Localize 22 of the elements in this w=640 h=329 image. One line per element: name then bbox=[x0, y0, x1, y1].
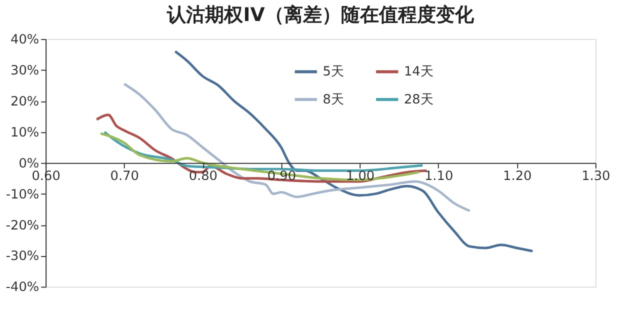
legend-label: 14天 bbox=[404, 64, 434, 80]
x-tick-label: 0.80 bbox=[188, 169, 218, 184]
x-tick-label: 1.10 bbox=[424, 169, 454, 184]
chart-title: 认沽期权IV（离差）随在值程度变化 bbox=[166, 4, 475, 26]
y-tick-label: -20% bbox=[6, 218, 40, 234]
y-tick-label: 0% bbox=[18, 156, 40, 172]
line-series bbox=[103, 130, 424, 172]
x-tick-label: 0.70 bbox=[110, 169, 139, 184]
legend-label: 8天 bbox=[322, 92, 344, 108]
x-tick-label: 1.30 bbox=[582, 169, 610, 184]
x-tick-label: 1.20 bbox=[503, 169, 532, 184]
y-tick-label: -30% bbox=[6, 249, 40, 264]
line-series bbox=[174, 50, 534, 252]
y-tick-label: 20% bbox=[10, 94, 40, 110]
legend-label: 28天 bbox=[404, 92, 434, 108]
y-tick-label: 30% bbox=[10, 63, 40, 78]
line-series bbox=[99, 132, 420, 182]
y-tick-label: -40% bbox=[6, 280, 40, 296]
legend-label: 5天 bbox=[322, 64, 344, 80]
y-tick-label: 10% bbox=[10, 125, 40, 140]
y-tick-label: 40% bbox=[10, 32, 40, 48]
y-tick-label: -10% bbox=[6, 187, 40, 202]
